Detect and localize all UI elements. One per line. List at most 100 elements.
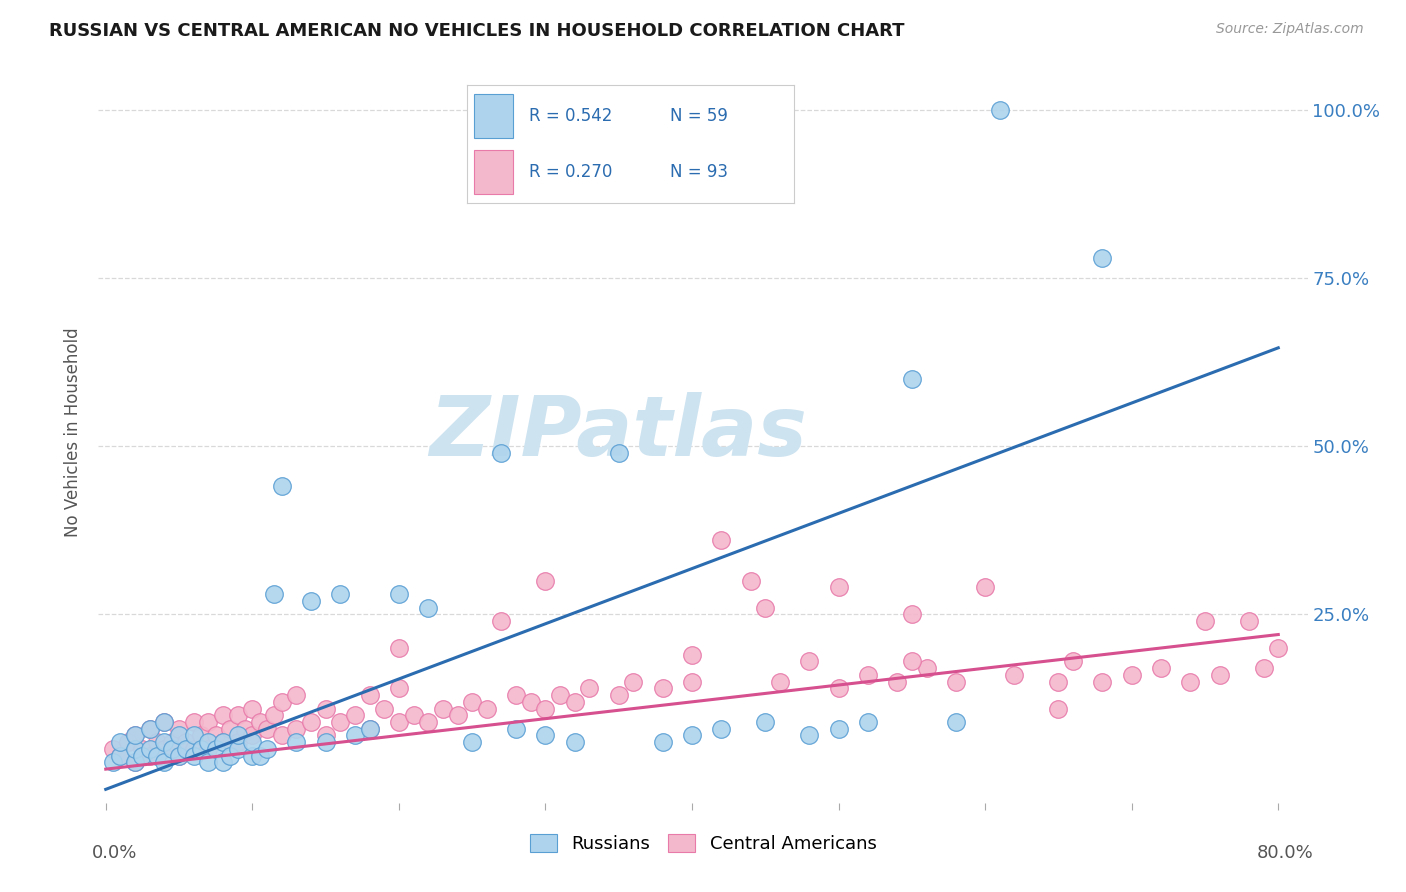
- Point: [418, 714, 440, 729]
- Point: [1150, 661, 1173, 675]
- Point: [799, 655, 821, 669]
- Text: Source: ZipAtlas.com: Source: ZipAtlas.com: [1216, 22, 1364, 37]
- Point: [204, 729, 226, 743]
- Point: [153, 735, 176, 749]
- Point: [534, 729, 557, 743]
- Point: [359, 722, 381, 736]
- Point: [1194, 614, 1216, 628]
- Point: [176, 742, 198, 756]
- Point: [827, 581, 849, 595]
- Point: [886, 674, 908, 689]
- Point: [388, 714, 411, 729]
- Point: [856, 668, 879, 682]
- Text: RUSSIAN VS CENTRAL AMERICAN NO VEHICLES IN HOUSEHOLD CORRELATION CHART: RUSSIAN VS CENTRAL AMERICAN NO VEHICLES …: [49, 22, 904, 40]
- Point: [388, 587, 411, 601]
- Point: [740, 574, 762, 588]
- Point: [505, 722, 527, 736]
- Point: [520, 695, 543, 709]
- Point: [388, 681, 411, 696]
- Point: [945, 674, 967, 689]
- Point: [329, 587, 352, 601]
- Point: [1004, 668, 1026, 682]
- Point: [491, 446, 513, 460]
- Point: [240, 701, 263, 715]
- Point: [901, 655, 924, 669]
- Point: [710, 533, 733, 548]
- Point: [153, 714, 176, 729]
- Point: [153, 756, 176, 770]
- Point: [475, 701, 498, 715]
- Point: [183, 742, 205, 756]
- Point: [974, 581, 997, 595]
- Point: [138, 748, 160, 763]
- Point: [226, 742, 249, 756]
- Point: [1208, 668, 1230, 682]
- Point: [315, 735, 337, 749]
- Point: [138, 722, 160, 736]
- Text: 0.0%: 0.0%: [93, 844, 138, 862]
- Point: [233, 722, 256, 736]
- Point: [167, 729, 190, 743]
- Point: [402, 708, 425, 723]
- Point: [263, 708, 285, 723]
- Point: [183, 714, 205, 729]
- Point: [212, 756, 235, 770]
- Point: [256, 742, 278, 756]
- Point: [681, 729, 703, 743]
- Point: [1062, 655, 1084, 669]
- Point: [388, 640, 411, 655]
- Point: [249, 748, 271, 763]
- Point: [418, 600, 440, 615]
- Point: [167, 748, 190, 763]
- Point: [359, 688, 381, 702]
- Point: [491, 614, 513, 628]
- Point: [359, 722, 381, 736]
- Point: [988, 103, 1011, 117]
- Point: [219, 748, 242, 763]
- Legend: Russians, Central Americans: Russians, Central Americans: [523, 827, 883, 861]
- Point: [212, 708, 235, 723]
- Point: [915, 661, 938, 675]
- Text: ZIPatlas: ZIPatlas: [429, 392, 807, 473]
- Point: [446, 708, 468, 723]
- Point: [607, 446, 630, 460]
- Point: [1091, 674, 1114, 689]
- Point: [204, 742, 226, 756]
- Point: [101, 742, 124, 756]
- Point: [315, 701, 337, 715]
- Point: [197, 735, 219, 749]
- Point: [299, 594, 322, 608]
- Point: [461, 735, 484, 749]
- Point: [101, 756, 124, 770]
- Point: [219, 722, 242, 736]
- Point: [167, 722, 190, 736]
- Point: [681, 648, 703, 662]
- Point: [270, 695, 292, 709]
- Point: [146, 748, 169, 763]
- Point: [1180, 674, 1202, 689]
- Point: [1121, 668, 1143, 682]
- Point: [131, 742, 153, 756]
- Point: [183, 729, 205, 743]
- Point: [1253, 661, 1275, 675]
- Point: [153, 714, 176, 729]
- Point: [110, 735, 132, 749]
- Point: [124, 742, 146, 756]
- Point: [754, 600, 776, 615]
- Point: [117, 735, 139, 749]
- Point: [226, 729, 249, 743]
- Point: [160, 742, 183, 756]
- Y-axis label: No Vehicles in Household: No Vehicles in Household: [65, 327, 83, 538]
- Point: [315, 729, 337, 743]
- Point: [548, 688, 571, 702]
- Point: [621, 674, 644, 689]
- Point: [564, 735, 586, 749]
- Point: [197, 742, 219, 756]
- Point: [1047, 701, 1070, 715]
- Point: [226, 735, 249, 749]
- Point: [901, 607, 924, 622]
- Point: [212, 735, 235, 749]
- Point: [754, 714, 776, 729]
- Point: [329, 714, 352, 729]
- Point: [534, 574, 557, 588]
